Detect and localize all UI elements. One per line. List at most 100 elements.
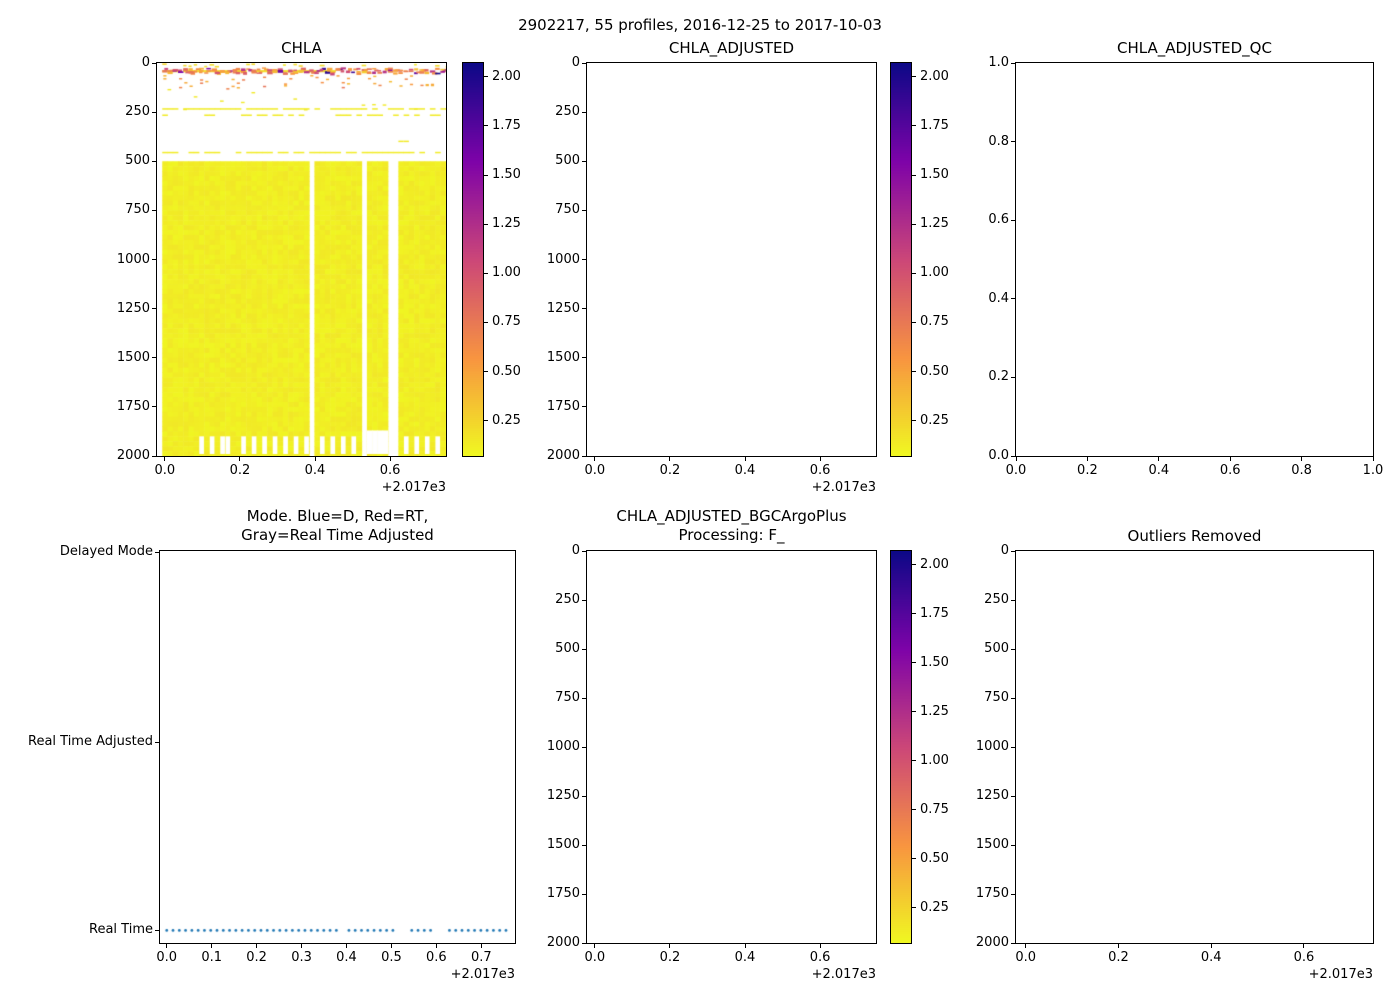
- y-tick-label: 250: [125, 104, 150, 120]
- x-tick-label: 0.6: [1219, 463, 1241, 478]
- colorbar-tick-mark: [912, 223, 916, 225]
- y-tick-mark: [1011, 550, 1015, 552]
- chla-adjusted-colorbar: [890, 62, 912, 457]
- chla-plot-area: [156, 62, 447, 457]
- colorbar-tick-label: 1.75: [492, 117, 521, 133]
- x-tick-label: 0.6: [1293, 950, 1315, 965]
- bgc-processing-colorbar: [890, 550, 912, 944]
- x-tick-mark: [390, 944, 392, 948]
- y-tick-label: 750: [984, 690, 1009, 705]
- y-tick-mark: [582, 746, 586, 748]
- y-tick-mark: [582, 111, 586, 113]
- y-tick-label: 250: [555, 592, 580, 607]
- y-tick-mark: [582, 160, 586, 162]
- colorbar-tick-mark: [484, 321, 488, 323]
- chla-adjusted-qc-title: CHLA_ADJUSTED_QC: [1117, 39, 1272, 57]
- chla-adjusted-x-offset-label: +2.017e3: [811, 480, 876, 495]
- chla-title: CHLA: [281, 39, 322, 57]
- colorbar-tick-label: 1.25: [920, 216, 949, 232]
- y-tick-mark: [1011, 376, 1015, 378]
- colorbar-tick-label: 1.75: [920, 605, 949, 621]
- x-tick-label: 0.8: [1291, 463, 1312, 478]
- x-tick-label: 0.0: [156, 950, 178, 965]
- y-tick-mark: [155, 551, 159, 553]
- y-tick-label: 1500: [546, 837, 580, 852]
- figure-suptitle: 2902217, 55 profiles, 2016-12-25 to 2017…: [518, 16, 882, 34]
- y-tick-label: 1500: [116, 349, 150, 365]
- colorbar-tick-label: 0.25: [920, 412, 949, 428]
- colorbar-tick-mark: [912, 420, 916, 422]
- colorbar-tick-mark: [912, 907, 916, 909]
- y-tick-label: 0: [141, 55, 150, 70]
- x-tick-mark: [669, 457, 671, 461]
- x-tick-label: 0.4: [1200, 950, 1222, 965]
- y-tick-mark: [582, 406, 586, 408]
- x-tick-label: 0.6: [809, 463, 831, 478]
- y-tick-label: 250: [984, 592, 1009, 607]
- x-tick-mark: [211, 944, 213, 948]
- y-tick-mark: [582, 259, 586, 260]
- y-tick-mark: [152, 357, 156, 359]
- y-tick-label: 1750: [975, 886, 1009, 901]
- y-tick-label: 2000: [116, 448, 150, 463]
- x-tick-mark: [1158, 457, 1160, 461]
- colorbar-tick-mark: [912, 272, 916, 274]
- y-tick-label: 500: [125, 153, 150, 169]
- colorbar-tick-label: 2.00: [920, 556, 949, 572]
- x-tick-mark: [314, 457, 316, 461]
- y-tick-mark: [1011, 599, 1015, 601]
- y-tick-mark: [582, 697, 586, 699]
- chla-adjusted-title: CHLA_ADJUSTED: [668, 39, 795, 57]
- colorbar-tick-label: 1.50: [920, 167, 949, 182]
- x-tick-mark: [744, 944, 746, 948]
- colorbar-tick-label: 1.00: [920, 265, 949, 281]
- chla-heatmap-canvas: [157, 63, 446, 456]
- y-tick-label: 1250: [975, 788, 1009, 803]
- x-tick-mark: [819, 944, 821, 948]
- y-tick-label: Real Time: [89, 922, 153, 938]
- y-tick-mark: [582, 550, 586, 552]
- y-tick-label: 1500: [975, 837, 1009, 852]
- x-tick-label: 0.2: [229, 463, 251, 478]
- y-tick-label: 500: [555, 641, 580, 656]
- x-tick-mark: [345, 944, 347, 948]
- y-tick-mark: [1011, 648, 1015, 650]
- y-tick-label: 0: [1000, 543, 1009, 558]
- y-tick-label: Real Time Adjusted: [28, 734, 153, 750]
- x-tick-mark: [239, 457, 241, 461]
- colorbar-tick-label: 0.25: [492, 412, 521, 428]
- y-tick-label: 1250: [546, 788, 580, 803]
- y-tick-mark: [582, 893, 586, 895]
- x-tick-mark: [819, 457, 821, 461]
- x-tick-mark: [1210, 944, 1212, 948]
- x-tick-mark: [480, 944, 482, 948]
- x-tick-label: 0.4: [336, 950, 357, 965]
- outliers-removed-title: Outliers Removed: [1127, 527, 1262, 545]
- y-tick-label: 0.6: [988, 212, 1009, 228]
- y-tick-mark: [1011, 219, 1015, 221]
- x-tick-mark: [744, 457, 746, 461]
- x-tick-mark: [1301, 457, 1303, 461]
- x-tick-label: 0.2: [246, 950, 267, 965]
- colorbar-tick-label: 1.50: [492, 167, 521, 182]
- x-tick-mark: [594, 457, 596, 461]
- y-tick-mark: [582, 455, 586, 457]
- y-tick-label: 0.4: [988, 290, 1009, 306]
- colorbar-tick-mark: [912, 76, 916, 78]
- y-tick-label: 1000: [546, 251, 580, 267]
- mode-plot-area: [159, 550, 516, 944]
- y-tick-mark: [152, 308, 156, 310]
- colorbar-tick-mark: [484, 371, 488, 372]
- colorbar-tick-label: 0.50: [920, 850, 949, 866]
- x-tick-label: 0.1: [201, 950, 223, 965]
- y-tick-label: 750: [555, 202, 580, 218]
- colorbar-tick-label: 0.50: [492, 363, 521, 379]
- colorbar-tick-label: 2.00: [920, 68, 949, 84]
- colorbar-tick-mark: [484, 76, 488, 78]
- bgc-processing-plot-area: [586, 550, 877, 944]
- y-tick-mark: [1011, 893, 1015, 895]
- y-tick-label: 0.8: [988, 133, 1009, 149]
- y-tick-mark: [152, 160, 156, 162]
- x-tick-label: 0.0: [584, 950, 606, 965]
- y-tick-label: 1250: [116, 300, 150, 316]
